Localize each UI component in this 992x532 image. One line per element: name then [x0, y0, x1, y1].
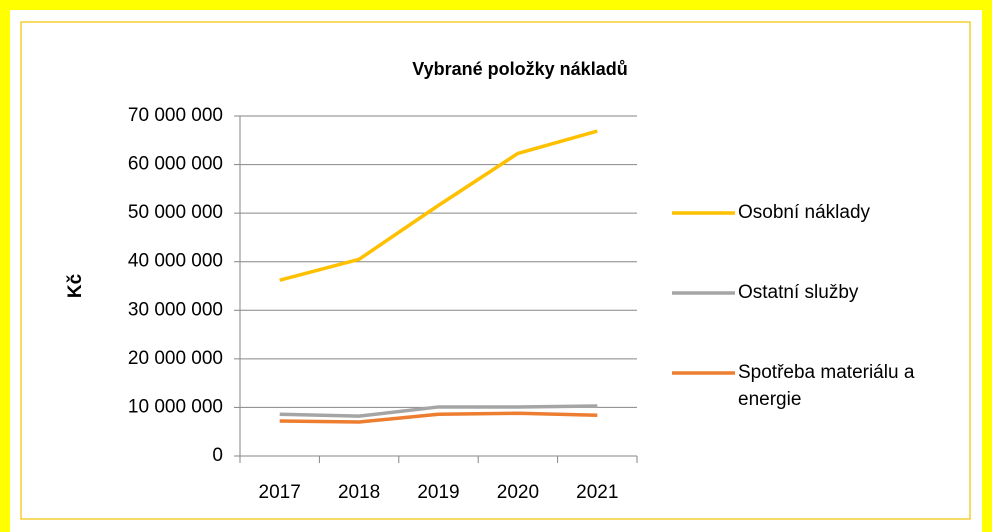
y-tick-label: 40 000 000 [128, 251, 223, 272]
y-tick-label: 70 000 000 [128, 105, 223, 126]
y-tick-label: 30 000 000 [128, 299, 223, 320]
y-tick-label: 60 000 000 [128, 154, 223, 175]
y-tick-label: 10 000 000 [128, 396, 223, 417]
y-tick-label: 0 [212, 445, 223, 466]
y-axis-title: Kč [65, 273, 86, 298]
chart-border [20, 21, 971, 520]
x-tick-label: 2021 [576, 482, 618, 503]
legend-label: Osobní náklady [738, 202, 871, 223]
legend-label: Spotřeba materiálu a energie [738, 362, 915, 410]
series-line [279, 404, 598, 418]
legend-label: Ostatní služby [738, 282, 859, 303]
x-tick-label: 2017 [259, 482, 301, 503]
x-tick-label: 2020 [497, 482, 539, 503]
series-line [279, 129, 598, 282]
x-tick-label: 2018 [338, 482, 380, 503]
chart-frame [10, 10, 982, 532]
x-tick-label: 2019 [417, 482, 459, 503]
y-tick-label: 50 000 000 [128, 202, 223, 223]
chart-title: Vybrané položky nákladů [412, 59, 627, 79]
series-line [279, 411, 598, 424]
y-tick-label: 20 000 000 [128, 348, 223, 369]
